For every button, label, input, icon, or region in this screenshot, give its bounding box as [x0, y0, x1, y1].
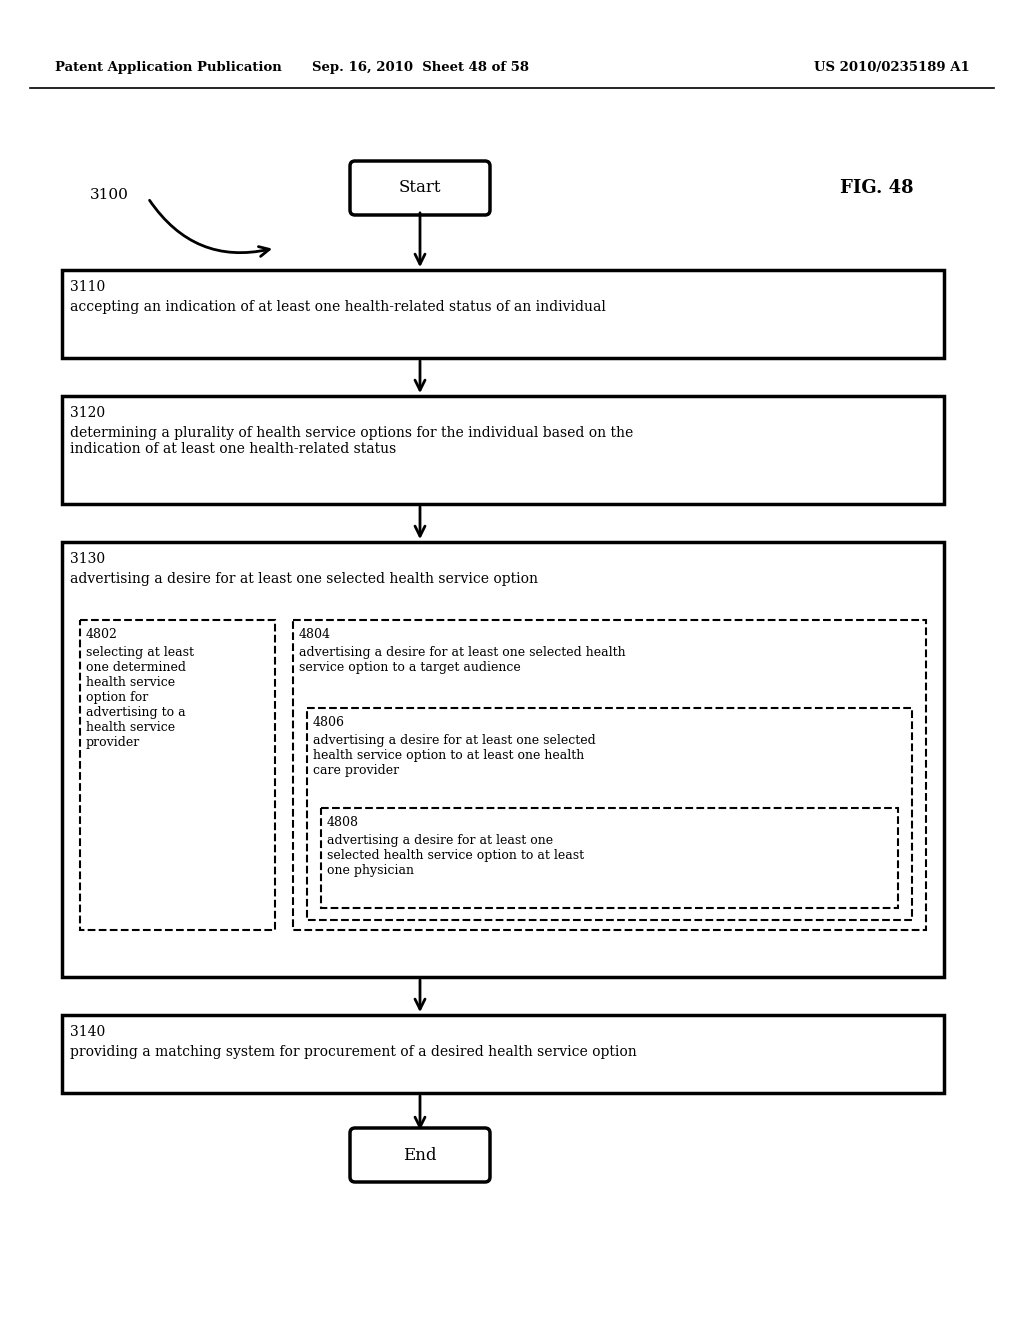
Text: Start: Start — [398, 180, 441, 197]
Bar — [321, 808, 898, 908]
Text: 3110: 3110 — [70, 280, 105, 294]
FancyBboxPatch shape — [350, 161, 490, 215]
Bar — [62, 396, 944, 504]
Text: providing a matching system for procurement of a desired health service option: providing a matching system for procurem… — [70, 1045, 637, 1059]
Bar — [62, 271, 944, 358]
Text: US 2010/0235189 A1: US 2010/0235189 A1 — [814, 62, 970, 74]
Bar — [307, 708, 912, 920]
Text: 4806: 4806 — [313, 715, 345, 729]
Text: 3120: 3120 — [70, 407, 105, 420]
Text: 3100: 3100 — [90, 187, 129, 202]
Text: accepting an indication of at least one health-related status of an individual: accepting an indication of at least one … — [70, 300, 606, 314]
Text: advertising a desire for at least one selected health
service option to a target: advertising a desire for at least one se… — [299, 645, 626, 675]
Text: advertising a desire for at least one selected
health service option to at least: advertising a desire for at least one se… — [313, 734, 596, 777]
Bar — [80, 620, 275, 931]
Text: determining a plurality of health service options for the individual based on th: determining a plurality of health servic… — [70, 426, 633, 457]
Bar — [293, 620, 926, 931]
Text: FIG. 48: FIG. 48 — [840, 180, 913, 197]
FancyBboxPatch shape — [350, 1129, 490, 1181]
Text: Sep. 16, 2010  Sheet 48 of 58: Sep. 16, 2010 Sheet 48 of 58 — [311, 62, 528, 74]
Text: 3140: 3140 — [70, 1026, 105, 1039]
Text: End: End — [403, 1147, 437, 1163]
Text: advertising a desire for at least one
selected health service option to at least: advertising a desire for at least one se… — [327, 834, 584, 876]
Text: selecting at least
one determined
health service
option for
advertising to a
hea: selecting at least one determined health… — [86, 645, 194, 748]
Text: 4808: 4808 — [327, 816, 359, 829]
Text: Patent Application Publication: Patent Application Publication — [55, 62, 282, 74]
Text: 3130: 3130 — [70, 552, 105, 566]
Bar — [62, 543, 944, 977]
Text: 4804: 4804 — [299, 628, 331, 642]
Text: 4802: 4802 — [86, 628, 118, 642]
Text: advertising a desire for at least one selected health service option: advertising a desire for at least one se… — [70, 572, 538, 586]
Bar — [62, 1015, 944, 1093]
